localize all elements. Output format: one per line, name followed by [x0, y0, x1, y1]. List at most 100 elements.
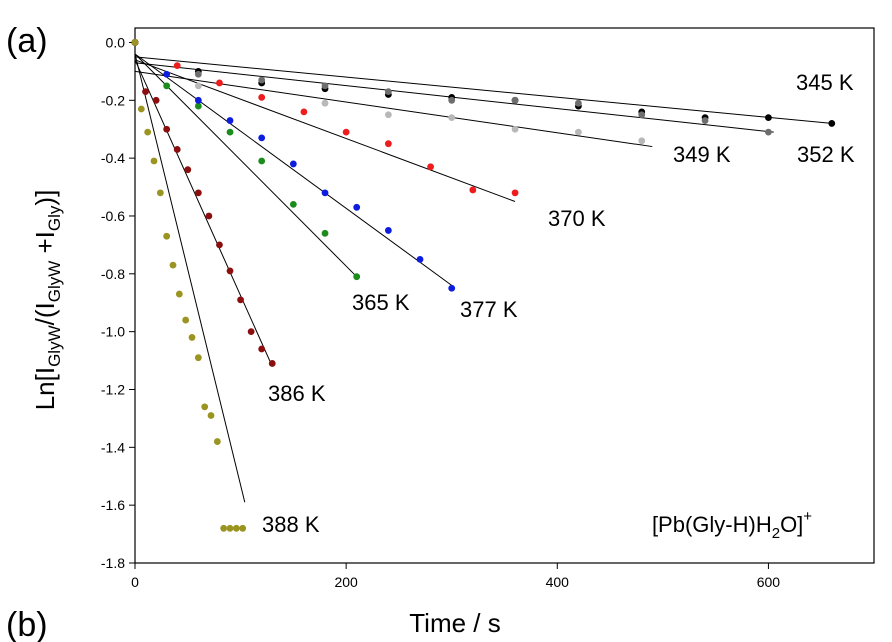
series-label-370-k: 370 K: [548, 206, 606, 231]
point-349-k: [321, 99, 329, 107]
fit-line-377-k: [134, 53, 453, 286]
point-388-k: [175, 290, 183, 298]
y-tick-label: -1.6: [101, 497, 125, 513]
point-386-k: [226, 267, 234, 275]
ylabel-part-mid: /(I: [30, 302, 60, 325]
point-370-k: [427, 163, 434, 171]
point-388-k: [163, 232, 171, 240]
plot-frame: [134, 27, 875, 564]
point-370-k: [342, 128, 350, 136]
annotation-sup: +: [803, 508, 812, 525]
y-tick-label: -0.6: [101, 208, 125, 224]
series-label-377-k: 377 K: [460, 297, 518, 322]
point-388-k: [220, 524, 228, 532]
point-386-k: [258, 345, 266, 353]
point-365-k: [194, 102, 202, 110]
point-377-k: [163, 70, 171, 78]
point-386-k: [194, 189, 202, 197]
ylabel-part-plus: +I: [30, 231, 60, 261]
point-386-k: [205, 212, 213, 220]
point-388-k: [213, 438, 221, 445]
point-370-k: [384, 140, 392, 148]
point-352-k: [321, 82, 329, 90]
point-345-k: [828, 120, 836, 127]
point-370-k: [469, 186, 477, 194]
point-386-k: [216, 241, 223, 249]
y-tick-label: -0.2: [101, 92, 125, 108]
axes-ticks: 0 200 400 600 0.0 -0.2 -0.4 -0.6 -0.8 -1.0 -1.2 -1.…: [101, 34, 780, 590]
point-349-k: [638, 137, 646, 145]
point-386-k: [173, 146, 181, 153]
point-377-k: [321, 189, 329, 197]
data-points: [131, 39, 836, 532]
point-386-k: [268, 360, 276, 367]
point-352-k: [511, 96, 519, 104]
y-tick-label: -1.2: [101, 381, 125, 397]
y-tick-label: -1.4: [101, 439, 125, 455]
point-370-k: [173, 62, 181, 69]
point-370-k: [300, 108, 308, 116]
point-388-k: [131, 39, 139, 46]
fit-line-386-k: [134, 59, 273, 367]
fit-lines: [134, 53, 832, 503]
point-388-k: [201, 403, 209, 411]
point-388-k: [207, 412, 215, 419]
series-label-365-k: 365 K: [352, 290, 410, 315]
point-388-k: [156, 189, 164, 197]
point-365-k: [226, 128, 234, 136]
point-352-k: [638, 111, 646, 119]
ylabel-part-post: )]: [30, 190, 60, 206]
series-label-352-k: 352 K: [797, 142, 855, 167]
point-388-k: [169, 261, 177, 269]
point-352-k: [701, 117, 709, 124]
point-388-k: [137, 105, 145, 113]
compound-annotation: [Pb(Gly-H)H2O]+: [652, 508, 812, 542]
point-352-k: [765, 128, 772, 136]
panel-label-b: (b): [6, 606, 48, 642]
ylabel-sub3: Gly: [45, 205, 64, 231]
point-377-k: [289, 160, 297, 168]
x-tick-label: 200: [334, 574, 358, 590]
y-tick-label: -0.4: [101, 150, 125, 166]
point-388-k: [226, 524, 234, 532]
point-386-k: [247, 328, 255, 336]
y-tick-label: -1.8: [101, 555, 125, 571]
point-386-k: [184, 166, 192, 174]
annotation-pre: [Pb(Gly-H)H: [652, 512, 772, 537]
point-386-k: [142, 88, 149, 96]
point-349-k: [575, 128, 582, 136]
point-386-k: [237, 296, 244, 304]
point-388-k: [182, 316, 190, 324]
point-377-k: [448, 284, 456, 292]
point-345-k: [765, 114, 772, 122]
point-365-k: [289, 201, 297, 208]
point-377-k: [258, 134, 266, 142]
y-tick-label: -0.8: [101, 266, 125, 282]
point-352-k: [258, 76, 266, 84]
y-tick-label: -1.0: [101, 324, 125, 340]
point-388-k: [150, 157, 158, 165]
point-377-k: [194, 96, 202, 104]
fit-line-388-k: [134, 53, 246, 503]
point-377-k: [384, 227, 392, 234]
point-352-k: [575, 99, 582, 107]
point-388-k: [188, 334, 196, 341]
ylabel-sub1: GlyW: [45, 325, 64, 367]
point-352-k: [384, 88, 392, 96]
point-349-k: [511, 125, 519, 133]
point-377-k: [416, 255, 424, 263]
fit-line-345-k: [134, 56, 832, 124]
point-365-k: [258, 157, 266, 165]
point-349-k: [194, 82, 202, 90]
point-352-k: [448, 96, 456, 104]
x-tick-label: 400: [546, 574, 570, 590]
point-370-k: [258, 94, 266, 101]
series-label-349-k: 349 K: [673, 142, 731, 167]
ylabel-part-pre: Ln[I: [30, 367, 60, 410]
annotation-sub: 2: [772, 525, 780, 542]
series-label-388-k: 388 K: [262, 512, 320, 537]
point-349-k: [448, 114, 456, 122]
point-386-k: [152, 96, 160, 104]
point-388-k: [232, 524, 240, 532]
